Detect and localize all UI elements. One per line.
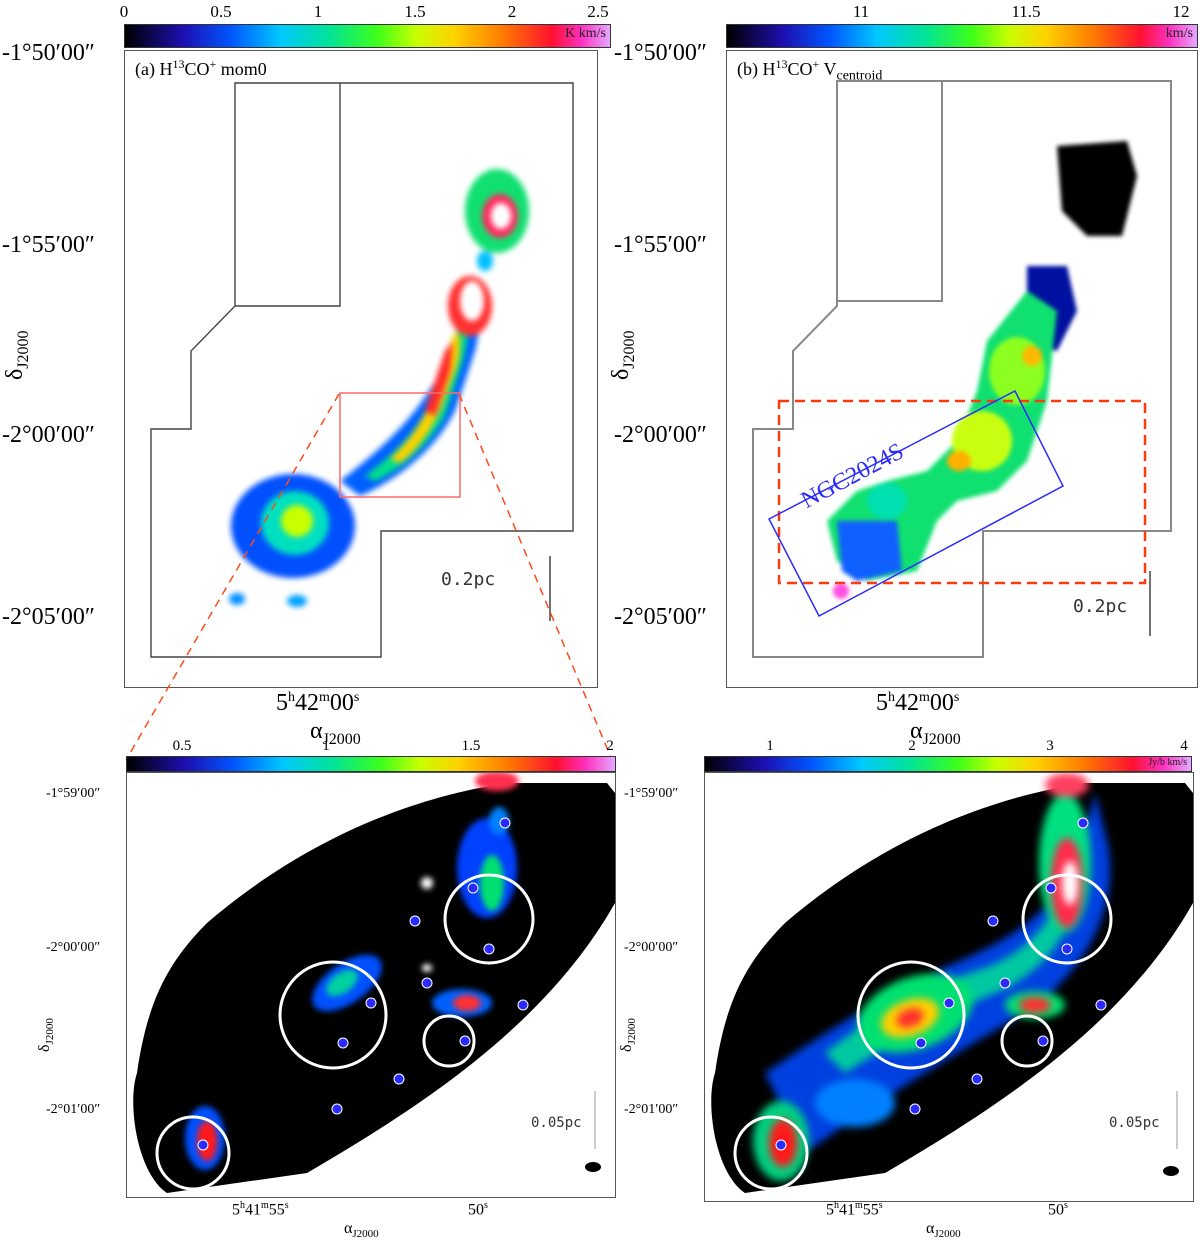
cbar-tick: 1	[313, 2, 323, 21]
panel-c-colorbar: 0.5 1 1.5 2	[126, 738, 616, 776]
cbar-tick: 12	[1172, 2, 1190, 21]
panel-d-map-svg	[711, 773, 1193, 1193]
scalebar-label: 0.2pc	[441, 569, 496, 590]
x-axis-label: αJ2000	[926, 1220, 961, 1240]
cbar-unit: Jy/b km/s	[1148, 757, 1187, 768]
colorbar-gradient	[126, 756, 616, 772]
cbar-unit: K km/s	[565, 26, 606, 41]
velocity-map	[827, 141, 1137, 599]
y-axis-label: δJ2000	[2, 330, 32, 380]
cbar-tick: 2.5	[587, 2, 609, 21]
panel-c-map: (c) NOEMA H13CO+ mom0 0.05pc	[126, 772, 616, 1198]
core-circle	[422, 1014, 476, 1068]
scalebar-label: 0.05pc	[531, 1115, 582, 1131]
core-circle	[155, 1115, 231, 1191]
y-axis-label: δJ2000	[618, 1018, 639, 1052]
cbar-tick: 0.5	[210, 2, 232, 21]
cbar-tick: 2	[507, 2, 517, 21]
panel-a-label: (a) H13CO+ mom0	[135, 57, 267, 79]
panel-b-map: (b) H13CO+ Vcentroid NGC2024S 0.2pc	[726, 50, 1198, 688]
x-axis-label: αJ2000	[910, 718, 961, 748]
ra-tick: 50s	[468, 1200, 488, 1219]
dec-tick: -2°00′00″	[2, 422, 95, 448]
panel-b-colorbar: 11 11.5 12 km/s	[726, 0, 1198, 48]
dec-tick: -2°00′00″	[624, 940, 679, 955]
dec-tick: -2°00′00″	[614, 422, 707, 448]
emission-map	[229, 169, 529, 607]
cbar-tick: 11	[852, 2, 870, 21]
dec-tick: -2°00′00″	[46, 940, 101, 955]
ra-tick: 5h42m00s	[876, 690, 960, 716]
ngc2024s-box	[767, 389, 1065, 618]
cbar-tick: 1	[766, 738, 774, 754]
dec-tick: -1°55′00″	[2, 232, 95, 258]
source-dots	[197, 817, 529, 1151]
panel-b: 11 11.5 12 km/s	[600, 0, 1200, 748]
coverage-outline	[150, 82, 574, 658]
panel-a: 0 0.5 1 1.5 2 2.5 K km/s	[0, 0, 611, 748]
coverage-outline	[752, 80, 1172, 658]
panel-d-colorbar: 1 2 3 4 Jy/b km/s	[704, 738, 1192, 776]
source-dots	[775, 817, 1107, 1151]
core-circle	[278, 960, 388, 1070]
panel-d: 1 2 3 4 Jy/b km/s	[600, 738, 1200, 1240]
cbar-tick: 0.5	[172, 738, 192, 754]
panel-c-map-svg	[133, 773, 615, 1193]
cbar-tick: 3	[1046, 738, 1054, 754]
x-axis-label: αJ2000	[344, 1220, 379, 1240]
cbar-tick: 11.5	[1011, 2, 1041, 21]
dec-tick: -2°05′00″	[2, 604, 95, 630]
dec-tick: -2°05′00″	[614, 604, 707, 630]
colorbar-gradient: km/s	[726, 24, 1198, 48]
cbar-tick: 2	[908, 738, 916, 754]
panel-b-map-svg	[752, 80, 1172, 658]
core-circle	[856, 960, 966, 1070]
cbar-tick: 1	[322, 738, 330, 754]
ra-tick: 5h41m55s	[232, 1200, 289, 1219]
y-axis-label: δJ2000	[608, 330, 638, 380]
panel-c-label: (c) NOEMA H13CO+ mom0	[137, 799, 318, 817]
panel-c: 0.5 1 1.5 2	[0, 738, 620, 1240]
dec-tick: -1°55′00″	[614, 232, 707, 258]
ra-tick: 5h42m00s	[276, 690, 360, 716]
scalebar-label: 0.2pc	[1073, 596, 1128, 617]
cbar-tick: 1.5	[461, 738, 481, 754]
panel-d-label: (d) NOEMA+45m H13CO+ mom0	[715, 800, 833, 841]
dashed-region	[777, 399, 1147, 585]
panel-a-colorbar: 0 0.5 1 1.5 2 2.5 K km/s	[120, 0, 611, 48]
beam	[585, 1162, 601, 1172]
core-circle	[1000, 1014, 1054, 1068]
cbar-unit: km/s	[1165, 26, 1193, 41]
core-circle	[443, 873, 535, 965]
core-circle	[1021, 873, 1113, 965]
cbar-tick: 0	[119, 2, 129, 21]
beam	[1163, 1166, 1179, 1176]
dec-tick: -1°50′00″	[614, 40, 707, 66]
dec-tick: -1°59′00″	[624, 786, 679, 801]
dec-tick: -2°01′00″	[624, 1102, 679, 1117]
panel-a-map: (a) H13CO+ mom0 0.2pc	[124, 50, 598, 688]
cbar-tick: 2	[606, 738, 614, 754]
colorbar-gradient: K km/s	[124, 24, 611, 48]
panel-d-map: (d) NOEMA+45m H13CO+ mom0 0.05pc	[704, 772, 1194, 1202]
colorbar-gradient: Jy/b km/s	[704, 756, 1192, 772]
dec-tick: -2°01′00″	[46, 1102, 101, 1117]
cbar-tick: 1.5	[404, 2, 426, 21]
ra-tick: 5h41m55s	[826, 1200, 883, 1219]
ra-tick: 50s	[1048, 1200, 1068, 1219]
core-circle	[733, 1115, 809, 1191]
cbar-tick: 4	[1180, 738, 1188, 754]
y-axis-label: δJ2000	[36, 1018, 57, 1052]
emission-map	[753, 773, 1111, 1181]
panel-a-map-svg	[150, 82, 574, 658]
dec-tick: -1°50′00″	[2, 40, 95, 66]
scalebar-label: 0.05pc	[1109, 1115, 1160, 1131]
panel-b-label: (b) H13CO+ Vcentroid	[737, 57, 883, 84]
dec-tick: -1°59′00″	[46, 786, 101, 801]
